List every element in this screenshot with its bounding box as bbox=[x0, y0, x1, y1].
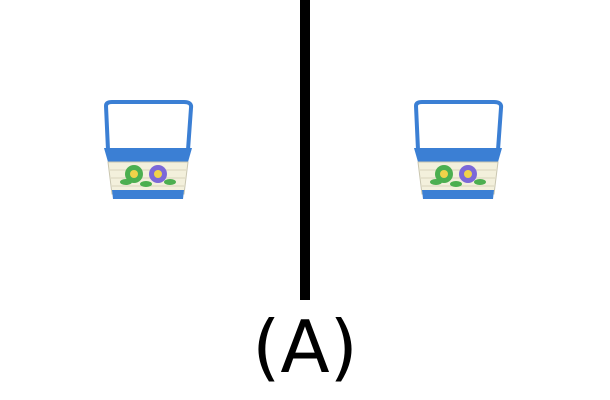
vertical-divider bbox=[300, 0, 310, 300]
basket-icon bbox=[104, 100, 194, 199]
basket-icon bbox=[414, 100, 504, 199]
panel-label: (A) bbox=[252, 305, 358, 389]
